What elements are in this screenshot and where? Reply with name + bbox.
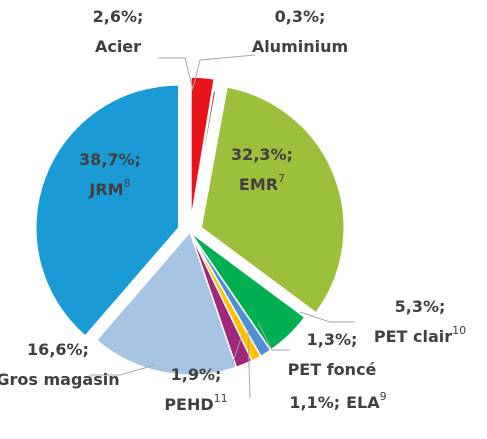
pie-slice: [95, 230, 238, 376]
data-label: 32,3%; EMR7: [231, 145, 293, 194]
data-label: 5,3%; PET clair10: [374, 297, 466, 346]
leader-line: [299, 311, 355, 323]
pie-slice: [200, 86, 345, 314]
footnote: 7: [278, 172, 285, 185]
category-label: Gros magasin: [0, 370, 120, 389]
pie-slice: [35, 84, 180, 338]
category-label: PEHD: [164, 395, 213, 414]
value-label: 5,3%;: [395, 297, 446, 316]
data-label: 1,9%; PEHD11: [164, 365, 227, 414]
category-label: ELA: [346, 393, 380, 412]
footnote: 8: [124, 177, 131, 190]
category-label: JRM: [88, 180, 123, 199]
leader-lines: [90, 54, 355, 399]
leader-line: [158, 57, 194, 91]
value-label: 2,6%;: [93, 7, 144, 26]
data-label: 0,3%; Aluminium: [252, 7, 348, 56]
value-label: 1,9%;: [171, 365, 222, 384]
footnote: 10: [452, 324, 466, 337]
footnote: 11: [214, 392, 228, 405]
value-label: 1,1%;: [289, 393, 340, 412]
category-label: EMR: [239, 175, 278, 194]
pie: [35, 76, 345, 376]
value-label: 16,6%;: [27, 340, 89, 359]
value-label: 0,3%;: [275, 7, 326, 26]
pie-slice: [189, 90, 217, 233]
pie-slice: [190, 76, 216, 221]
data-label: 16,6%; Gros magasin: [0, 340, 120, 389]
value-label: 32,3%;: [231, 145, 293, 164]
leader-line: [90, 364, 156, 376]
value-label: 1,3%;: [307, 330, 358, 349]
data-label: 38,7%; JRM8: [79, 150, 141, 199]
leader-line: [257, 321, 290, 351]
category-label: Acier: [95, 37, 141, 56]
value-label: 38,7%;: [79, 150, 141, 169]
data-label: 1,3%; PET foncé: [288, 330, 377, 379]
leader-line: [192, 54, 256, 89]
leader-line: [247, 329, 251, 399]
data-label: 1,1%; ELA9: [289, 390, 386, 412]
data-label: 2,6%; Acier: [93, 7, 144, 56]
footnote: 9: [380, 390, 387, 403]
category-label: Aluminium: [252, 37, 348, 56]
category-label: PET clair: [374, 327, 452, 346]
category-label: PET foncé: [288, 360, 377, 379]
leader-line: [231, 334, 243, 366]
